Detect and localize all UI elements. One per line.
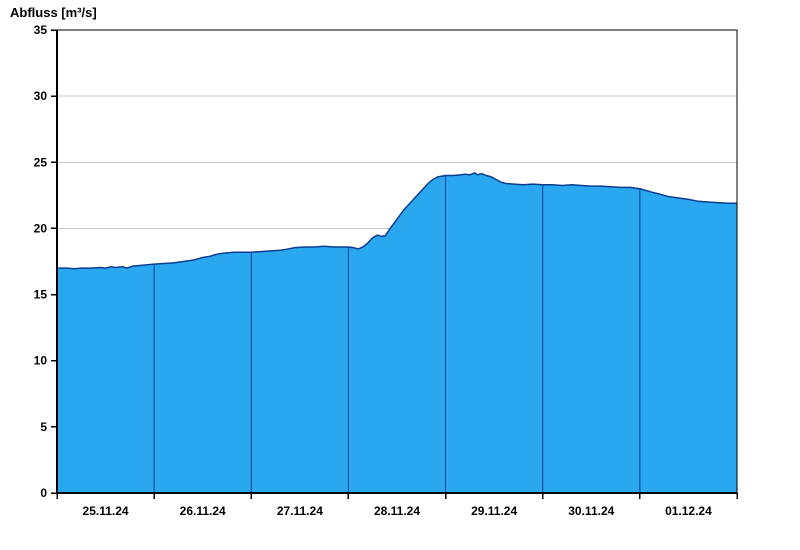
discharge-line: [57, 172, 737, 270]
y-tick-label: 0: [40, 486, 47, 500]
x-tick-label: 27.11.24: [277, 504, 323, 518]
x-tick-label: 30.11.24: [568, 504, 614, 518]
x-tick-label: 28.11.24: [374, 504, 420, 518]
x-tick-label: 01.12.24: [665, 504, 712, 518]
y-tick-label: 15: [34, 288, 48, 302]
y-tick-label: 35: [34, 23, 48, 37]
chart-title: Abfluss [m³/s]: [10, 5, 97, 20]
y-tick-label: 30: [34, 89, 48, 103]
x-tick-label: 25.11.24: [83, 504, 129, 518]
y-tick-label: 25: [34, 155, 48, 169]
y-tick-label: 5: [40, 420, 47, 434]
x-tick-label: 26.11.24: [180, 504, 226, 518]
y-tick-label: 20: [34, 221, 48, 235]
y-tick-label: 10: [34, 354, 48, 368]
x-tick-label: 29.11.24: [471, 504, 517, 518]
